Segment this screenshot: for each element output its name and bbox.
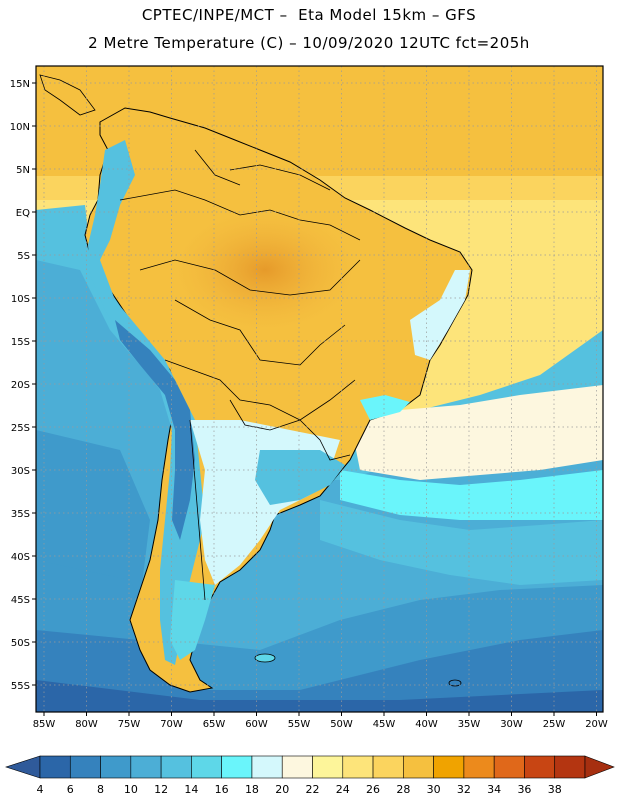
lon-tick-label: 30W — [500, 719, 523, 730]
colorbar: 4 6 8 10 12 14 16 18 20 22 24 26 28 30 32 34 36 38 — [5, 755, 615, 796]
colorbar-label: 6 — [67, 783, 74, 796]
colorbar-label: 8 — [97, 783, 104, 796]
lat-tick-label: 20S — [11, 380, 30, 391]
colorbar-label: 22 — [306, 783, 320, 796]
lat-tick-label: 10S — [11, 294, 30, 305]
lat-tick-label: 35S — [11, 509, 30, 520]
colorbar-label: 16 — [215, 783, 229, 796]
colorbar-swatch — [524, 755, 556, 779]
colorbar-swatch — [100, 755, 132, 779]
lon-tick-label: 55W — [288, 719, 311, 730]
longitude-labels: 85W 80W 75W 70W 65W 60W 55W 50W 45W 40W 35W 30W 25W 2… — [33, 712, 608, 730]
map-frame — [35, 65, 604, 713]
colorbar-swatch — [433, 755, 465, 779]
lon-tick-label: 20W — [585, 719, 608, 730]
lon-tick-label: 85W — [33, 719, 56, 730]
lat-tick-label: 45S — [11, 595, 30, 606]
lat-tick-label: 25S — [11, 423, 30, 434]
colorbar-label: 26 — [366, 783, 380, 796]
andes-cool-band — [88, 140, 205, 665]
colorbar-label: 10 — [124, 783, 138, 796]
colorbar-label: 14 — [184, 783, 198, 796]
map-field — [36, 66, 603, 712]
lon-tick-label: 75W — [118, 719, 141, 730]
warm-core — [175, 210, 355, 330]
colorbar-swatch — [342, 755, 374, 779]
lat-tick-label: EQ — [16, 208, 30, 219]
country-borders — [119, 149, 361, 601]
colorbar-label: 12 — [154, 783, 168, 796]
lon-tick-label: 65W — [203, 719, 226, 730]
colorbar-label: 32 — [457, 783, 471, 796]
colorbar-swatch — [130, 755, 162, 779]
colorbar-swatch — [403, 755, 434, 779]
lon-tick-label: 40W — [415, 719, 438, 730]
lat-tick-label: 10N — [10, 122, 30, 133]
colorbar-swatch — [554, 755, 586, 779]
colorbar-label: 4 — [37, 783, 44, 796]
colorbar-swatch — [69, 755, 101, 779]
colorbar-label: 24 — [336, 783, 350, 796]
colorbar-label: 20 — [275, 783, 289, 796]
colorbar-label: 36 — [517, 783, 531, 796]
lat-tick-label: 40S — [11, 552, 30, 563]
lon-tick-label: 80W — [75, 719, 98, 730]
lon-tick-label: 45W — [373, 719, 396, 730]
colorbar-label: 38 — [548, 783, 562, 796]
colorbar-swatch — [281, 755, 313, 779]
lat-tick-label: 15N — [10, 79, 30, 90]
colorbar-label: 34 — [487, 783, 501, 796]
colorbar-swatch — [312, 755, 344, 779]
colorbar-label: 28 — [396, 783, 410, 796]
colorbar-label: 30 — [427, 783, 441, 796]
lon-tick-label: 50W — [330, 719, 353, 730]
colorbar-over-arrow — [584, 755, 615, 779]
colorbar-label: 18 — [245, 783, 259, 796]
lon-tick-label: 60W — [245, 719, 268, 730]
colorbar-swatch — [221, 755, 253, 779]
lon-tick-label: 35W — [458, 719, 481, 730]
colorbar-swatch — [251, 755, 283, 779]
lat-tick-label: 5N — [16, 165, 30, 176]
colorbar-swatch — [372, 755, 404, 779]
lon-tick-label: 25W — [543, 719, 566, 730]
colorbar-swatch — [191, 755, 222, 779]
latitude-labels: 15N 10N 5N EQ 5S 10S 15S 20S 25S 30S 35S 40S 45S 50S 5… — [10, 79, 36, 692]
lat-tick-label: 50S — [11, 638, 30, 649]
lat-tick-label: 55S — [11, 681, 30, 692]
lat-lon-grid — [36, 66, 603, 712]
map-title-line-2: 2 Metre Temperature (C) – 10/09/2020 12U… — [88, 34, 530, 52]
colorbar-swatch — [493, 755, 525, 779]
colorbar-swatch — [39, 755, 71, 779]
colorbar-under-arrow — [5, 755, 41, 779]
lat-tick-label: 15S — [11, 337, 30, 348]
lon-tick-label: 70W — [160, 719, 183, 730]
colorbar-swatch — [160, 755, 192, 779]
lat-tick-label: 5S — [17, 251, 30, 262]
map-title-line-1: CPTEC/INPE/MCT – Eta Model 15km – GFS — [141, 6, 477, 24]
lat-tick-label: 30S — [11, 466, 30, 477]
colorbar-swatch — [463, 755, 495, 779]
